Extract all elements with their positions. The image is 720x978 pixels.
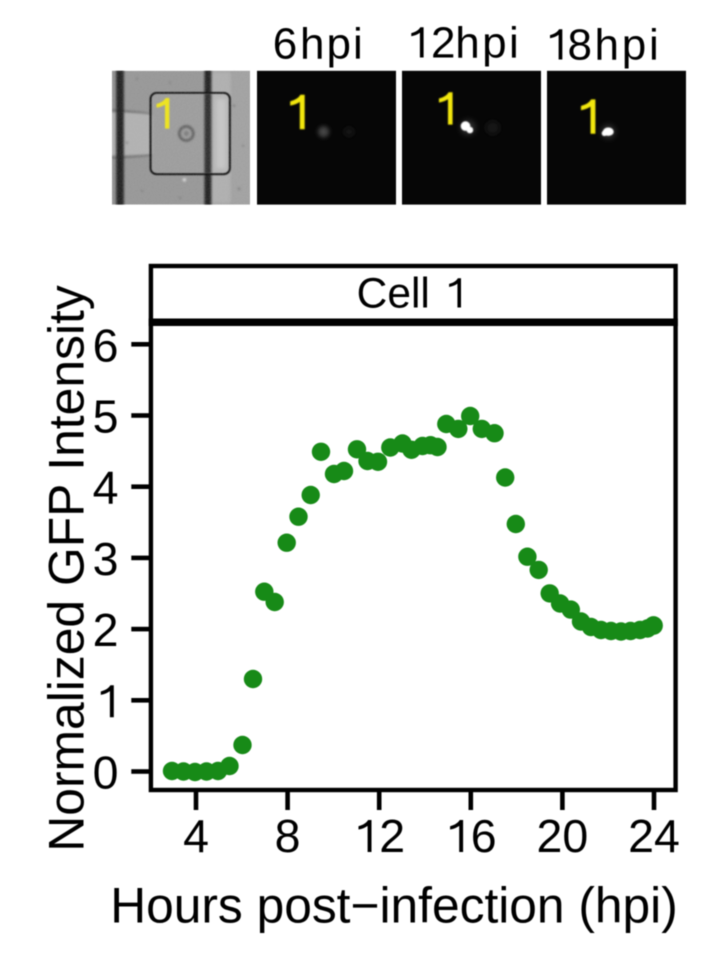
svg-text:hpi: hpi (300, 20, 365, 69)
svg-text:4: 4 (183, 810, 209, 862)
svg-text:2: 2 (379, 810, 405, 862)
svg-text:20: 20 (537, 810, 589, 862)
svg-text:6: 6 (93, 319, 119, 371)
svg-text:2: 2 (93, 604, 119, 656)
svg-text:0: 0 (93, 747, 119, 799)
svg-text:hpi: hpi (455, 19, 521, 68)
svg-text:2: 2 (431, 19, 455, 68)
svg-text:24: 24 (628, 810, 680, 862)
svg-text:6: 6 (273, 20, 297, 69)
svg-text:Cell: Cell (357, 271, 430, 318)
svg-text:5: 5 (93, 391, 119, 443)
svg-text:hpi: hpi (595, 21, 662, 70)
svg-text:Normalized GFP Intensity: Normalized GFP Intensity (39, 285, 95, 852)
svg-text:8: 8 (568, 21, 592, 70)
svg-text:8: 8 (275, 810, 301, 862)
svg-text:6: 6 (471, 810, 497, 862)
svg-text:Hours post−infection (hpi): Hours post−infection (hpi) (110, 878, 678, 934)
svg-text:3: 3 (93, 533, 119, 585)
svg-text:4: 4 (93, 462, 119, 514)
